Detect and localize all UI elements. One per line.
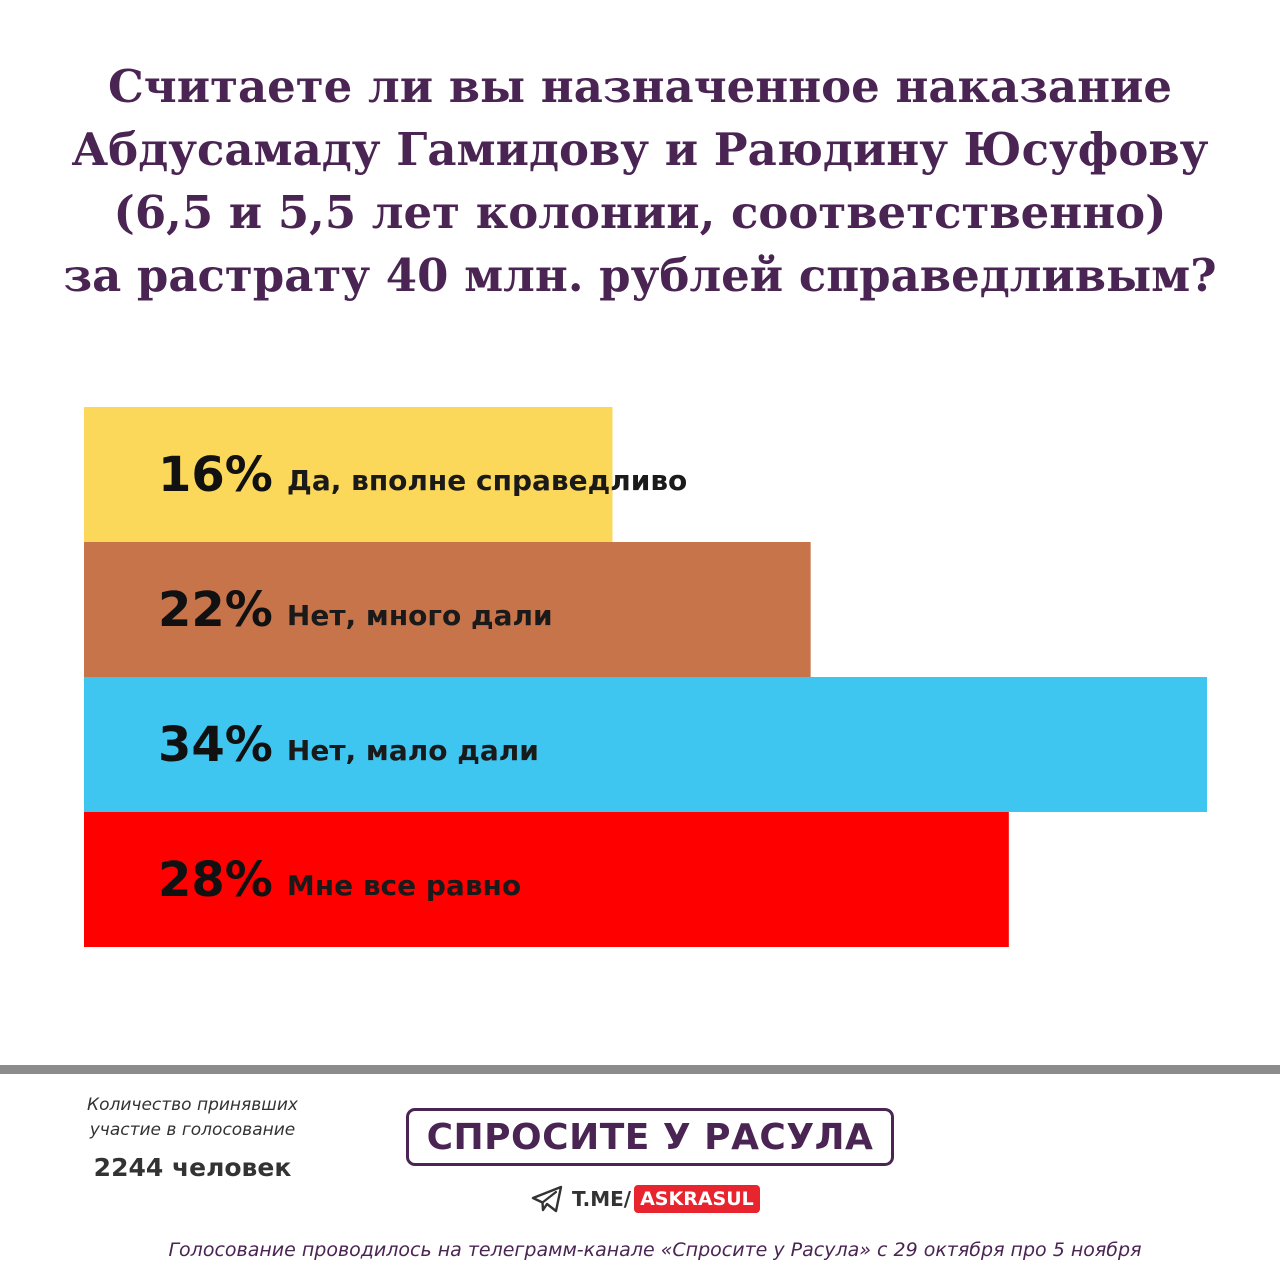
poll-bar-chart: 16% Да, вполне справедливо 22% Нет, много д… — [84, 407, 1207, 947]
bar-category-label: Нет, много дали — [287, 599, 553, 632]
title-line: Абдусамаду Гамидову и Раюдину Юсуфову — [71, 123, 1209, 176]
bar — [84, 407, 613, 542]
bar-value-label: 34% — [158, 717, 273, 773]
bar-category-label: Мне все равно — [287, 869, 521, 902]
channel-prefix: T.ME/ — [572, 1187, 632, 1211]
participants-count: 2244 человек — [93, 1153, 292, 1182]
telegram-icon — [531, 1185, 563, 1213]
bar-value-label: 16% — [158, 447, 273, 503]
bar — [84, 542, 811, 677]
channel-link[interactable]: T.ME/ ASKRASUL — [530, 1183, 760, 1215]
footer-divider — [0, 1065, 1280, 1074]
channel-handle: ASKRASUL — [634, 1185, 760, 1213]
bar-category-label: Да, вполне справедливо — [287, 464, 687, 497]
title-line: за растрату 40 млн. рублей справедливым? — [63, 249, 1217, 302]
footer-note: Голосование проводилось на телеграмм-кан… — [168, 1239, 1142, 1261]
participants-block: Количество принявших участие в голосован… — [60, 1093, 325, 1182]
title-line: (6,5 и 5,5 лет колонии, соответственно) — [113, 186, 1167, 239]
brand-logo: СПРОСИТЕ У РАСУЛА — [406, 1108, 894, 1166]
bar-value-label: 22% — [158, 582, 273, 638]
bar — [84, 812, 1009, 947]
chart-title: Считаете ли вы назначенное наказание Абд… — [40, 55, 1240, 307]
participants-label: Количество принявших участие в голосован… — [87, 1095, 298, 1140]
bar-category-label: Нет, мало дали — [287, 734, 539, 767]
bar — [84, 677, 1207, 812]
bar-value-label: 28% — [158, 852, 273, 908]
title-line: Считаете ли вы назначенное наказание — [107, 60, 1173, 113]
